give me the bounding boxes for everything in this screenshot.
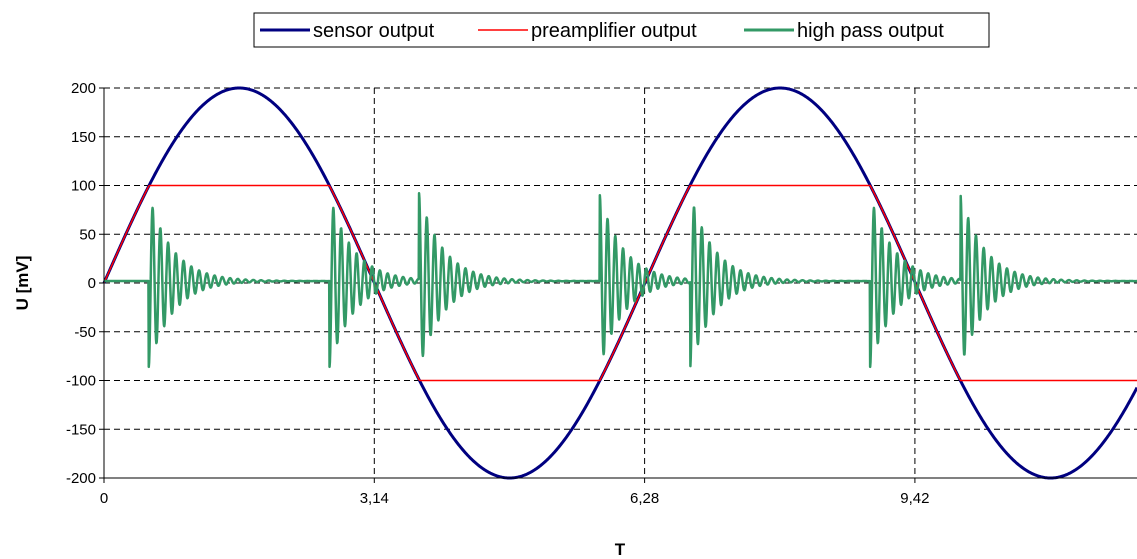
x-axis-title: T (615, 540, 626, 559)
x-tick-label: 6,28 (630, 490, 659, 507)
y-tick-label: 0 (88, 275, 96, 292)
legend: sensor output preamplifier output high p… (253, 12, 990, 48)
y-tick-label: 200 (71, 80, 96, 97)
y-tick-label: -150 (66, 421, 96, 438)
series-layer (102, 86, 1137, 480)
x-tick-label: 3,14 (360, 490, 389, 507)
y-ticks: 200 150 100 50 0 -50 -100 -150 -200 (66, 80, 104, 487)
x-ticks: 0 3,14 6,28 9,42 (100, 478, 930, 507)
y-tick-label: -50 (74, 324, 96, 341)
series-line-high-pass-output (103, 192, 1137, 369)
legend-label-high-pass-output: high pass output (797, 20, 944, 42)
y-tick-label: -100 (66, 373, 96, 390)
y-tick-label: 150 (71, 129, 96, 146)
y-tick-label: -200 (66, 470, 96, 487)
x-tick-label: 0 (100, 490, 108, 507)
legend-box (253, 12, 990, 48)
y-tick-label: 50 (79, 226, 96, 243)
x-tick-label: 9,42 (900, 490, 929, 507)
y-axis-title: U [mV] (13, 256, 32, 311)
legend-label-sensor-output: sensor output (313, 20, 435, 42)
series-line-preamplifier-output (103, 184, 1137, 382)
y-tick-label: 100 (71, 178, 96, 195)
legend-label-preamplifier-output: preamplifier output (531, 20, 697, 42)
plot-area: 200 150 100 50 0 -50 -100 -150 -200 0 3,14 6,28 9,4… (66, 80, 1137, 507)
